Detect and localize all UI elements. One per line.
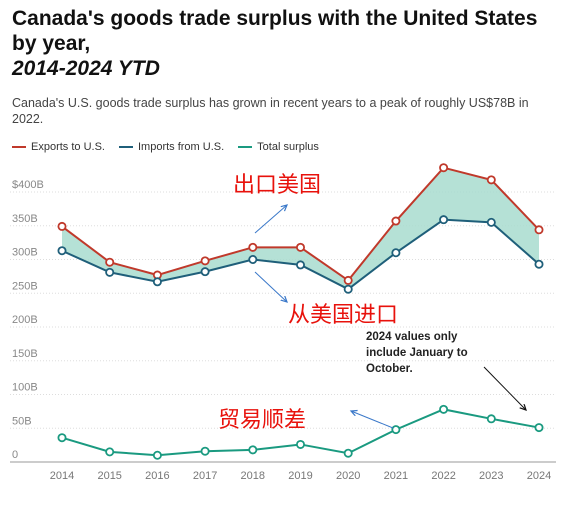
y-tick-label: 200B: [12, 314, 38, 326]
annotation-surplus-cn: 贸易顺差: [218, 408, 306, 433]
annotation-exports-cn: 出口美国: [233, 173, 321, 198]
exports-point: [200, 256, 210, 266]
arrow-surplus: [351, 411, 394, 429]
y-axis-ticks: 0 50B 100B 150B 200B 250B 300B 350B $400B: [12, 179, 44, 461]
y-tick-label: 300B: [12, 247, 38, 259]
legend-item-surplus: Total surplus: [238, 141, 319, 153]
surplus-point: [57, 433, 67, 443]
surplus-point: [343, 448, 353, 458]
x-tick-label: 2020: [336, 470, 360, 482]
chart-description: Canada's U.S. goods trade surplus has gr…: [12, 96, 529, 126]
exports-point: [391, 216, 401, 226]
x-tick-label: 2023: [479, 470, 503, 482]
x-tick-label: 2017: [193, 470, 217, 482]
surplus-point: [295, 439, 305, 449]
exports-point: [343, 275, 353, 285]
exports-point: [486, 175, 496, 185]
imports-point: [200, 267, 210, 277]
legend-swatch-exports: [12, 145, 26, 149]
imports-point: [105, 267, 115, 277]
imports-point: [534, 259, 544, 269]
y-tick-label: 350B: [12, 213, 38, 225]
x-tick-label: 2018: [241, 470, 265, 482]
legend-swatch-surplus: [238, 145, 253, 149]
arrow-note: [483, 366, 526, 410]
exports-point: [248, 242, 258, 252]
x-tick-label: 2016: [145, 470, 169, 482]
surplus-point: [200, 446, 210, 456]
surplus-point: [486, 414, 496, 424]
surplus-point: [105, 447, 115, 457]
y-tick-label: 100B: [12, 382, 38, 394]
x-tick-label: 2015: [97, 470, 121, 482]
annotation-imports-cn: 从美国进口: [288, 303, 398, 328]
x-tick-label: 2014: [50, 470, 74, 482]
legend-label-exports: Exports to U.S.: [31, 141, 105, 153]
surplus-point: [152, 450, 162, 460]
legend-label-surplus: Total surplus: [257, 141, 319, 153]
surplus-point: [248, 445, 258, 455]
legend-item-imports: Imports from U.S.: [118, 141, 225, 153]
imports-point: [295, 260, 305, 270]
title-main: Canada's goods trade surplus with the Un…: [12, 7, 538, 55]
imports-point: [57, 246, 67, 256]
legend-item-exports: Exports to U.S.: [12, 141, 105, 153]
x-axis-ticks: 2014 2015 2016 2017 2018 2019 2020 2021 2022 2023…: [50, 470, 551, 482]
x-tick-label: 2019: [288, 470, 312, 482]
surplus-point: [391, 425, 401, 435]
title-subtitle: 2014-2024 YTD: [12, 57, 160, 80]
imports-point: [152, 277, 162, 287]
exports-point: [57, 221, 67, 231]
imports-point: [391, 248, 401, 258]
legend-swatch-imports: [118, 145, 133, 149]
surplus-point: [439, 404, 449, 414]
x-tick-label: 2022: [431, 470, 455, 482]
imports-point: [343, 284, 353, 294]
imports-point: [439, 215, 449, 225]
exports-point: [534, 225, 544, 235]
y-tick-label: $400B: [12, 179, 44, 191]
x-tick-label: 2024: [527, 470, 551, 482]
chart-title: Canada's goods trade surplus with the Un…: [12, 6, 557, 81]
y-tick-label: 250B: [12, 280, 38, 292]
arrow-exports: [254, 205, 287, 234]
exports-point: [295, 242, 305, 252]
y-tick-label: 150B: [12, 348, 38, 360]
imports-point: [248, 254, 258, 264]
legend-label-imports: Imports from U.S.: [137, 141, 225, 153]
exports-point: [105, 257, 115, 267]
y-tick-label: 50B: [12, 415, 32, 427]
annotation-note-line1: 2024 values only: [366, 331, 458, 343]
surplus-point: [534, 423, 544, 433]
exports-point: [439, 163, 449, 173]
imports-point: [486, 217, 496, 227]
legend: Exports to U.S. Imports from U.S. Total …: [12, 141, 319, 153]
annotation-note-line3: October.: [366, 363, 413, 375]
x-tick-label: 2021: [384, 470, 408, 482]
arrow-imports: [254, 271, 287, 302]
y-tick-label: 0: [12, 449, 18, 461]
annotation-note-line2: include January to: [366, 347, 468, 359]
exports-imports-gap-area: [62, 167, 539, 290]
